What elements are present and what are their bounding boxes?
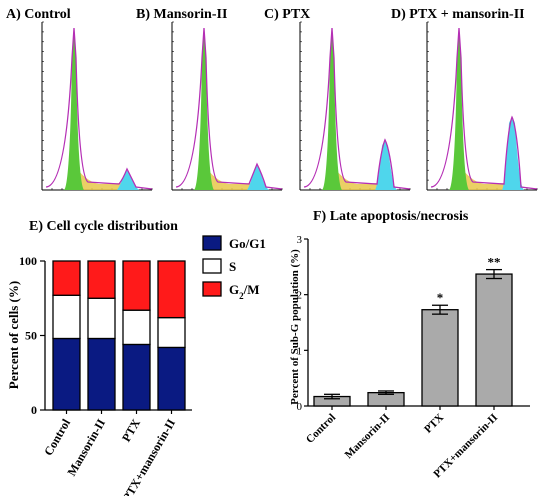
chart-f-x-tick-label: Control xyxy=(304,412,338,446)
chart-e-bar-segment xyxy=(87,337,116,411)
chart-e-legend-label: S xyxy=(229,259,236,274)
histogram-envelope-line xyxy=(175,27,283,190)
g1-peak-area xyxy=(449,28,469,190)
chart-e-bar-segment xyxy=(52,337,81,411)
histogram-title: C) PTX xyxy=(264,7,310,22)
chart-e-y-tick-label: 0 xyxy=(31,403,37,417)
chart-e-bar-segment xyxy=(52,260,81,296)
chart-e-legend-label: G2/M xyxy=(229,282,260,301)
chart-e-legend-swatch xyxy=(202,258,222,274)
chart-f-significance-mark: * xyxy=(437,290,444,305)
chart-f-significance-mark: ** xyxy=(488,255,501,270)
chart-e-bar-segment xyxy=(157,346,186,411)
chart-e-bar-segment xyxy=(87,260,116,299)
chart-e-bar-segment xyxy=(122,260,151,311)
chart-e-y-tick-label: 100 xyxy=(19,254,37,268)
chart-e-bar-segment xyxy=(122,343,151,411)
chart-f-title: F) Late apoptosis/necrosis xyxy=(313,209,469,224)
g2m-peak-area xyxy=(247,166,269,190)
s-phase-area xyxy=(462,170,510,190)
chart-e-bar-segment xyxy=(122,309,151,346)
chart-e-bar-segment xyxy=(52,294,81,340)
g1-peak-area xyxy=(64,28,84,190)
histogram-envelope-line xyxy=(45,27,153,190)
s-phase-area xyxy=(77,170,125,190)
chart-f-y-tick-label: 3 xyxy=(297,234,303,246)
chart-e-bar-segment xyxy=(157,316,186,349)
g2m-peak-area xyxy=(375,141,397,190)
s-phase-area xyxy=(335,170,383,190)
chart-e-ylabel: Percent of cells (%) xyxy=(6,281,21,389)
chart-e-x-tick-label: PTX xyxy=(119,416,143,444)
chart-e-legend-swatch xyxy=(202,235,222,251)
chart-f-y-tick-label: 0 xyxy=(297,401,303,413)
chart-f-y-tick-label: 1 xyxy=(297,345,303,357)
chart-f-x-tick-label: Mansorin-II xyxy=(343,412,393,462)
chart-f-ylabel: Percent of Sub-G population (%) xyxy=(289,249,301,405)
g2m-peak-area xyxy=(502,119,524,190)
histogram-title: D) PTX + mansorin-II xyxy=(391,7,525,22)
g1-peak-area xyxy=(194,28,214,190)
histogram-title: B) Mansorin-II xyxy=(136,7,227,22)
chart-e-bar-segment xyxy=(157,260,186,319)
chart-e-bar-segment xyxy=(87,297,116,340)
g2m-peak-area xyxy=(117,170,139,190)
s-phase-area xyxy=(207,170,255,190)
chart-f-y-tick-label: 2 xyxy=(297,290,303,302)
histogram-envelope-line xyxy=(303,27,411,190)
chart-f-bar xyxy=(421,309,459,407)
chart-e-title: E) Cell cycle distribution xyxy=(29,219,178,234)
chart-e-y-tick-label: 50 xyxy=(25,329,37,343)
histogram-title: A) Control xyxy=(6,7,71,22)
histogram-envelope-line xyxy=(430,27,538,190)
chart-f-bar xyxy=(475,273,513,407)
chart-f-x-tick-label: PTX xyxy=(422,412,446,436)
g1-peak-area xyxy=(322,28,342,190)
chart-e-x-tick-label: Control xyxy=(41,416,73,458)
chart-e-legend-label: Go/G1 xyxy=(229,236,266,251)
chart-e-legend-swatch xyxy=(202,281,222,297)
